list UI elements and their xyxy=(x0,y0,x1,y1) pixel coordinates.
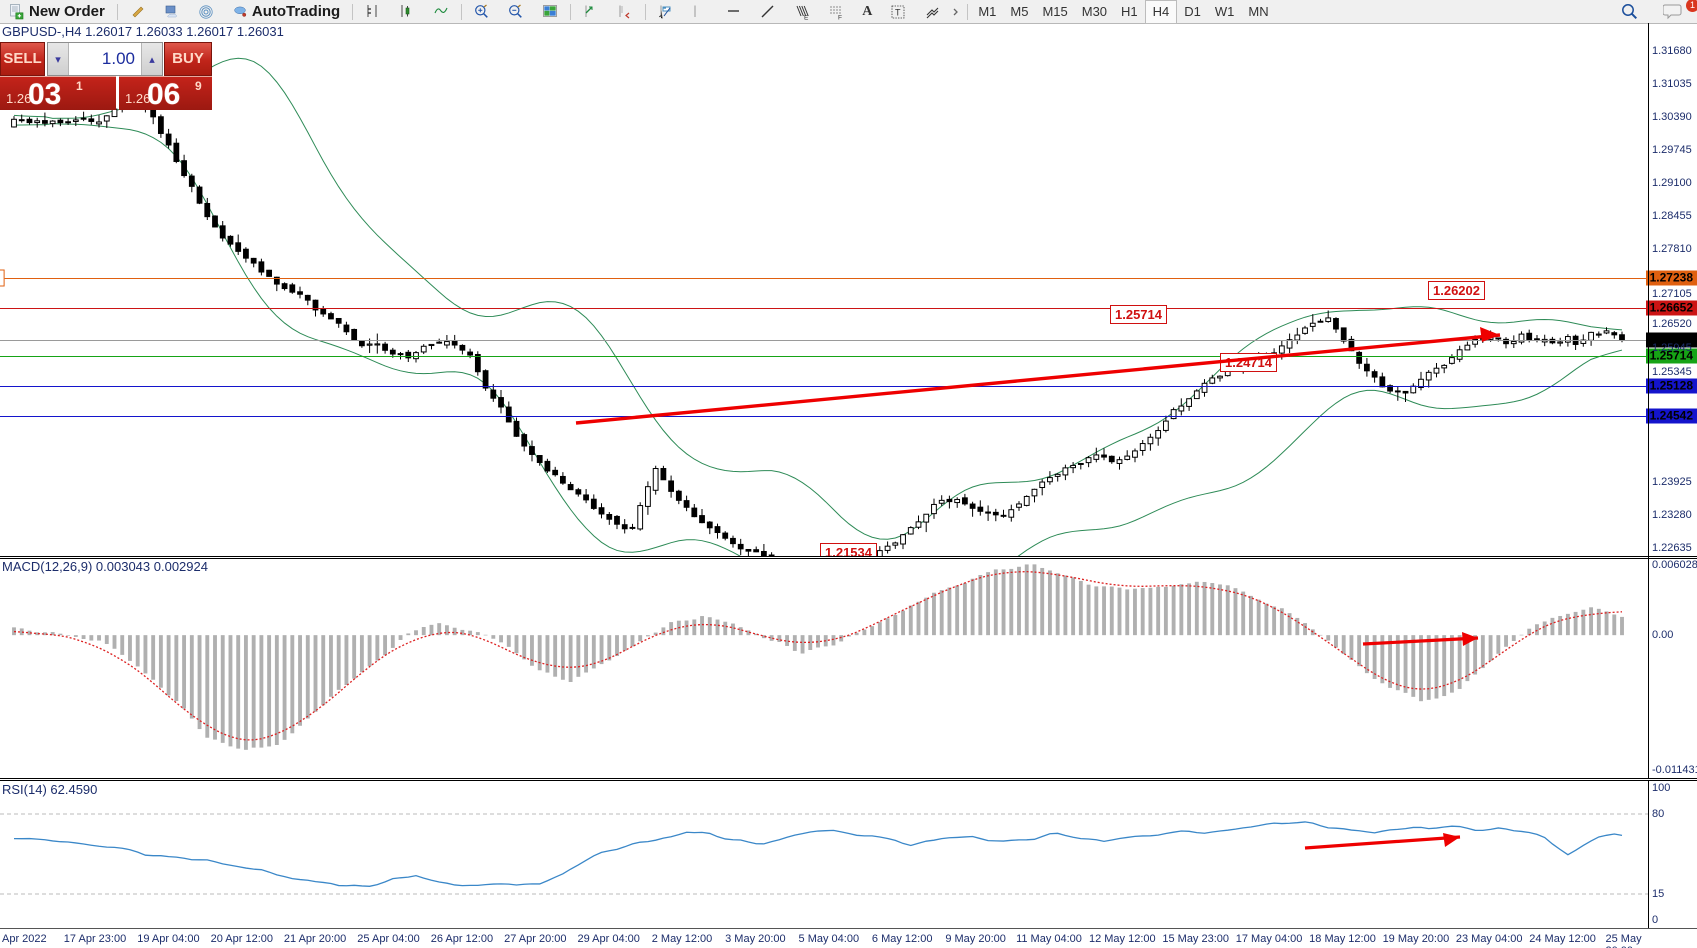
svg-text:T: T xyxy=(895,7,901,17)
svg-text:F: F xyxy=(838,14,842,20)
svg-text:E: E xyxy=(804,14,809,20)
